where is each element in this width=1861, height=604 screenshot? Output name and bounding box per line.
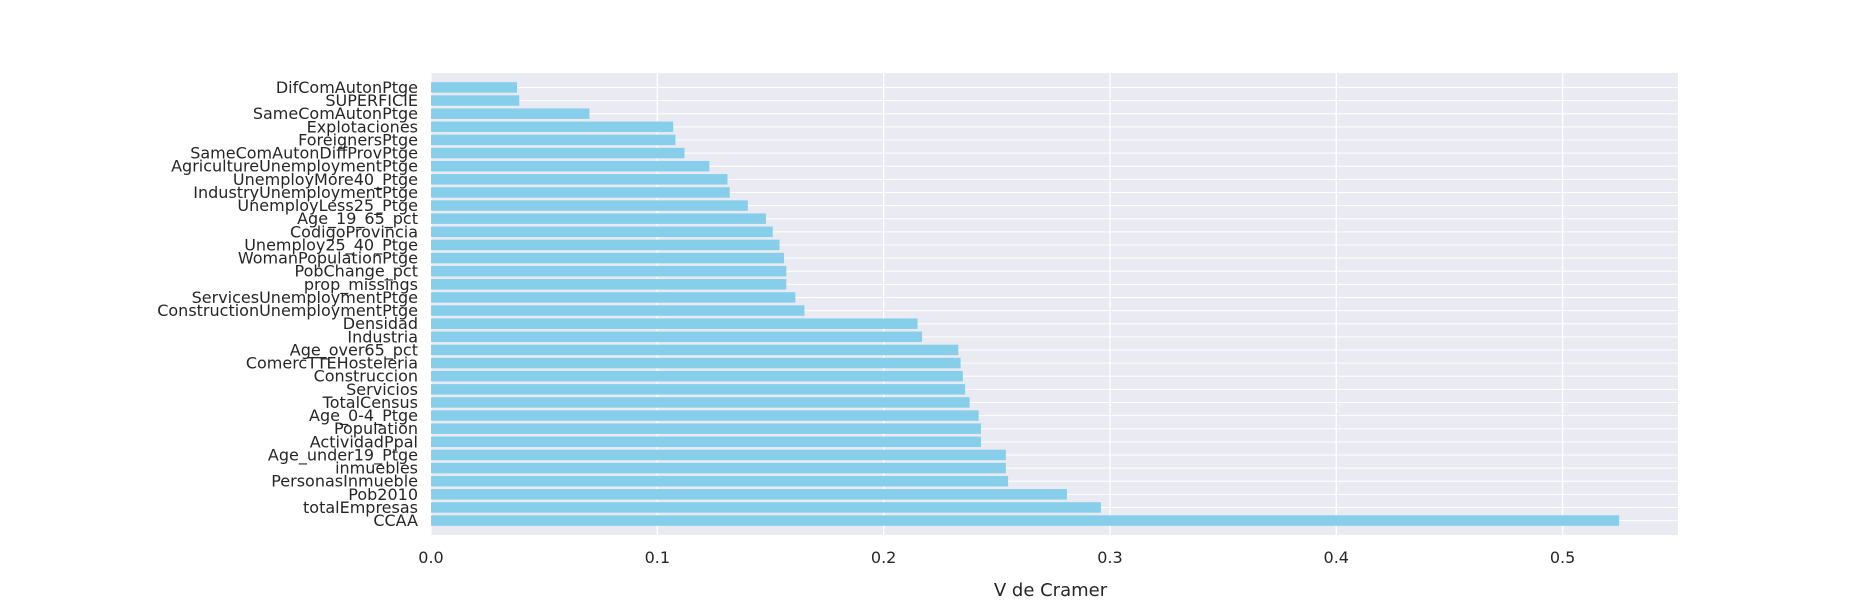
y-tick-label: ServicesUnemploymentPtge xyxy=(192,288,418,307)
bar xyxy=(431,174,728,185)
y-tick-label: inmuebles xyxy=(335,459,418,478)
y-tick-label: Industria xyxy=(347,327,418,346)
y-tick-label: WomanPopulationPtge xyxy=(238,249,418,268)
y-tick-label: CodigoProvincia xyxy=(290,222,418,241)
bar xyxy=(431,502,1101,513)
bar xyxy=(431,95,520,106)
bar xyxy=(431,134,676,146)
y-tick-label: Age_over65_pct xyxy=(290,340,418,360)
bar xyxy=(431,462,1006,474)
bars xyxy=(431,82,1620,526)
y-tick-label: totalEmpresas xyxy=(303,498,418,517)
bar xyxy=(431,331,923,343)
y-tick-label: Age_under19_Ptge xyxy=(268,445,418,465)
bar xyxy=(431,384,966,395)
y-tick-label: AgricultureUnemploymentPtge xyxy=(171,157,418,176)
y-tick-label: Densidad xyxy=(343,314,418,333)
bar xyxy=(431,213,766,224)
bar xyxy=(431,265,787,277)
x-tick-label: 0.2 xyxy=(871,548,896,567)
bar xyxy=(431,344,959,356)
bar xyxy=(431,318,918,329)
bar xyxy=(431,370,963,382)
x-tick-labels: 0.0 0.1 0.2 0.3 0.4 0.5 xyxy=(418,548,1575,567)
bar xyxy=(431,515,1620,526)
y-tick-label: prop_missings xyxy=(304,275,418,295)
x-tick-label: 0.3 xyxy=(1097,548,1122,567)
y-tick-label: CCAA xyxy=(373,511,418,530)
y-tick-label: PobChange_pct xyxy=(294,262,418,282)
y-tick-label: Pob2010 xyxy=(348,485,418,504)
y-tick-label: Population xyxy=(334,419,418,438)
bar xyxy=(431,160,710,172)
bar xyxy=(431,397,970,408)
bar xyxy=(431,423,981,434)
y-tick-label: PersonasInmueble xyxy=(271,472,418,491)
y-tick-label: Construccion xyxy=(314,367,418,386)
bar xyxy=(431,305,805,316)
y-tick-label: DifComAutonPtge xyxy=(276,78,418,97)
x-tick-label: 0.4 xyxy=(1324,548,1349,567)
bar xyxy=(431,82,517,93)
bar xyxy=(431,436,981,448)
bar xyxy=(431,187,730,198)
y-tick-label: UnemployMore40_Ptge xyxy=(233,170,418,190)
y-tick-label: UnemployLess25_Ptge xyxy=(237,196,418,216)
y-tick-label: ForeignersPtge xyxy=(298,130,418,149)
bar xyxy=(431,226,773,238)
bar xyxy=(431,239,780,251)
bar xyxy=(431,475,1009,487)
x-tick-label: 0.5 xyxy=(1550,548,1575,567)
y-tick-label: ConstructionUnemploymentPtge xyxy=(157,301,418,320)
x-tick-label: 0.0 xyxy=(418,548,443,567)
y-tick-label: SUPERFICIE xyxy=(325,91,418,110)
y-tick-label: SameComAutonDiffProvPtge xyxy=(190,144,418,163)
bar xyxy=(431,489,1067,500)
bar xyxy=(431,121,674,133)
y-tick-label: SameComAutonPtge xyxy=(253,104,418,123)
y-tick-label: Unemploy25_40_Ptge xyxy=(244,235,418,255)
bar xyxy=(431,108,590,119)
y-tick-label: ComercTTEHosteleria xyxy=(246,354,418,373)
bar xyxy=(431,449,1006,461)
y-tick-label: Age_0-4_Ptge xyxy=(309,406,418,426)
y-tick-labels: CCAAtotalEmpresasPob2010PersonasInmueble… xyxy=(157,78,418,530)
bar xyxy=(431,252,785,264)
y-tick-label: ActividadPpal xyxy=(310,432,418,451)
bar xyxy=(431,292,796,303)
x-axis-label: V de Cramer xyxy=(994,580,1108,600)
y-tick-label: IndustryUnemploymentPtge xyxy=(193,183,418,202)
bar xyxy=(431,147,685,159)
y-tick-label: Explotaciones xyxy=(307,117,418,136)
bar xyxy=(431,410,979,421)
y-tick-label: TotalCensus xyxy=(322,393,418,412)
x-tick-label: 0.1 xyxy=(645,548,670,567)
bar xyxy=(431,357,961,369)
y-tick-label: Servicios xyxy=(346,380,418,399)
y-tick-label: Age_19_65_pct xyxy=(297,209,418,229)
bar xyxy=(431,279,787,290)
bar xyxy=(431,200,748,211)
